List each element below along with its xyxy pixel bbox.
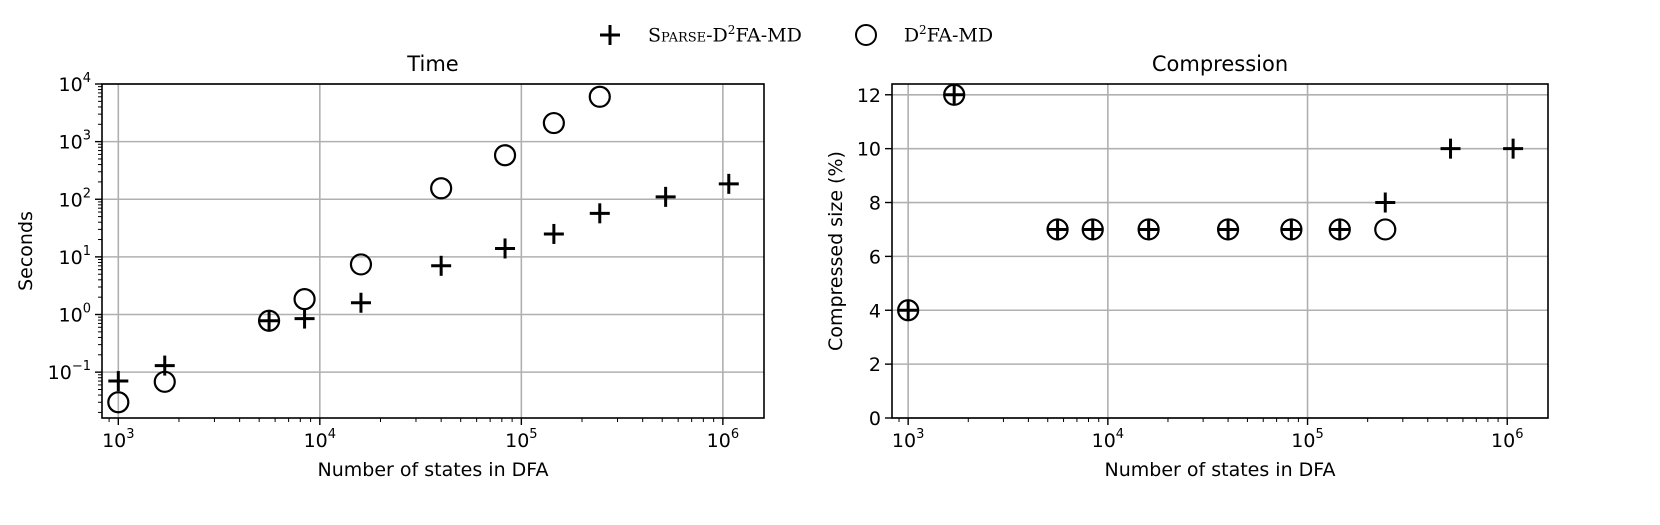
compression-circle-point-5 [1216, 218, 1240, 241]
time-circle-point-0 [107, 391, 130, 414]
time-circle-point-8 [588, 85, 611, 108]
time-plus-point-8 [589, 203, 610, 224]
time-circle-point-1 [153, 370, 176, 393]
compression-circle-point-1 [943, 83, 966, 106]
time-ytick-label-1: 100 [59, 302, 91, 327]
legend-item-sparse: Sparse-D2FA-MD [598, 23, 802, 47]
time-ytick-label-4: 103 [59, 129, 91, 154]
time-plus-point-10 [718, 173, 739, 194]
time-chart: 103 104 105 106 10−1 100 101 102 103 104 Time Numbe… [15, 52, 765, 481]
time-xtick-label-0: 103 [102, 427, 134, 452]
compression-circle-point-4 [1137, 218, 1160, 241]
compression-plus-point-7 [1329, 219, 1350, 240]
time-circle-point-2 [257, 309, 281, 332]
compression-axes-frame [891, 83, 1549, 419]
compression-plus-point-10 [1503, 138, 1524, 159]
compression-ytick-label-2: 4 [869, 300, 881, 322]
time-circle-point-6 [493, 144, 517, 167]
compression-circle-point-7 [1328, 218, 1351, 241]
time-plus-point-3 [294, 308, 315, 329]
compression-plus-point-5 [1218, 219, 1239, 240]
circle-marker-icon [854, 24, 877, 46]
compression-xtick-label-2: 105 [1291, 427, 1323, 452]
compression-circle-point-2 [1046, 218, 1069, 241]
compression-xtick-label-3: 106 [1491, 427, 1523, 452]
compression-plus-point-4 [1138, 219, 1159, 240]
compression-ytick-label-4: 8 [869, 193, 881, 215]
time-circle-point-5 [430, 177, 453, 200]
legend-label-sparse: Sparse-D2FA-MD [648, 23, 802, 47]
time-plus-point-0 [108, 371, 129, 392]
compression-ylabel: Compressed size (%) [825, 151, 847, 351]
time-plus-point-6 [495, 238, 516, 259]
compression-xtick-label-0: 103 [892, 427, 924, 452]
time-ytick-label-2: 101 [59, 244, 91, 269]
compression-xlabel: Number of states in DFA [1105, 459, 1336, 481]
compression-circle-point-3 [1081, 218, 1104, 241]
time-plus-point-2 [259, 310, 280, 331]
time-xlabel: Number of states in DFA [318, 459, 549, 481]
compression-ytick-label-5: 10 [857, 139, 881, 161]
time-xtick-label-2: 105 [505, 427, 537, 452]
compression-title: Compression [1152, 52, 1288, 76]
compression-ytick-label-1: 2 [869, 354, 881, 376]
time-title: Time [406, 52, 458, 76]
time-ytick-label-0: 10−1 [48, 359, 91, 384]
compression-plus-point-8 [1375, 192, 1396, 213]
compression-chart: 103 104 105 106 0 2 4 6 8 10 12 Compression Number o… [825, 52, 1549, 481]
compression-circle-point-8 [1374, 218, 1397, 241]
compression-ytick-label-0: 0 [869, 408, 881, 430]
time-plus-point-4 [350, 292, 371, 313]
legend-item-d2fa: D2FA-MD [854, 23, 993, 47]
time-circle-point-4 [349, 253, 373, 276]
time-plus-point-9 [655, 186, 676, 207]
compression-plus-point-9 [1440, 138, 1461, 159]
plus-marker-icon [600, 25, 620, 45]
compression-plus-point-2 [1047, 219, 1068, 240]
compression-ytick-label-6: 12 [857, 85, 881, 107]
time-ytick-label-5: 104 [59, 71, 91, 96]
time-xtick-label-3: 106 [707, 427, 739, 452]
compression-plus-point-0 [898, 300, 919, 321]
time-plus-point-7 [543, 223, 564, 244]
time-xtick-label-1: 104 [304, 427, 336, 452]
time-circle-point-7 [542, 111, 565, 135]
compression-plus-point-1 [944, 84, 965, 105]
compression-xtick-label-1: 104 [1092, 427, 1124, 452]
time-plus-point-5 [431, 255, 452, 276]
compression-plus-point-3 [1082, 219, 1103, 240]
compression-circle-point-0 [897, 299, 920, 322]
time-ytick-label-3: 102 [59, 186, 91, 211]
time-ylabel: Seconds [15, 211, 37, 291]
time-circle-point-3 [293, 288, 316, 311]
legend: Sparse-D2FA-MD D2FA-MD [598, 18, 1045, 52]
time-axes-frame [101, 83, 765, 419]
compression-circle-point-6 [1280, 218, 1303, 241]
legend-label-d2fa: D2FA-MD [903, 23, 994, 47]
compression-ytick-label-3: 6 [869, 246, 881, 268]
compression-plus-point-6 [1281, 219, 1302, 240]
